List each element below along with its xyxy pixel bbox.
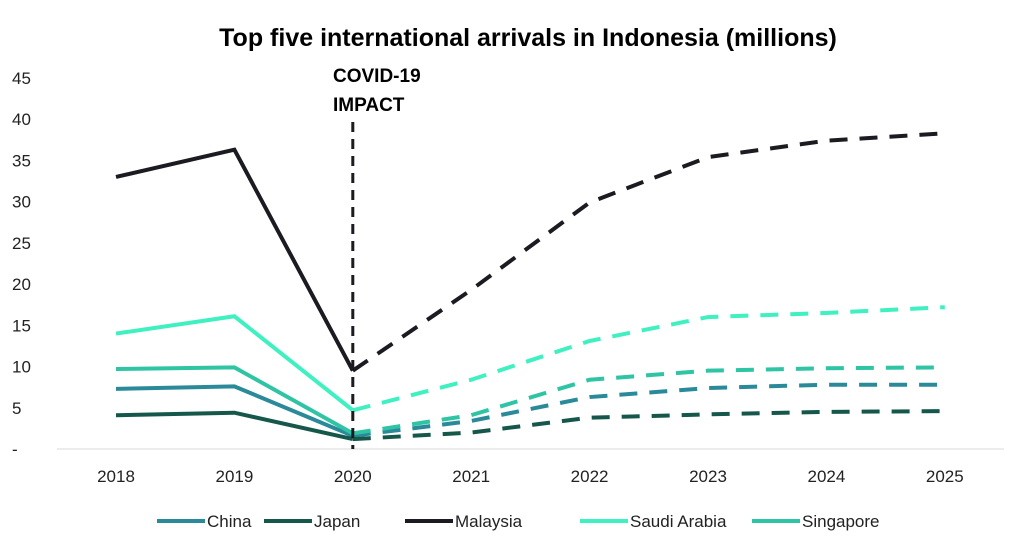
series-line-forecast-singapore	[352, 365, 945, 436]
series-line-actual-singapore	[115, 365, 354, 436]
series-line-forecast-japan	[352, 409, 945, 442]
x-tick-label: 2019	[215, 467, 253, 486]
y-tick-label: 30	[12, 193, 31, 212]
x-tick-label: 2018	[97, 467, 135, 486]
y-tick-label: 20	[12, 275, 31, 294]
y-tick-label: 10	[12, 358, 31, 377]
x-tick-label: 2025	[926, 467, 964, 486]
covid-annotation-line1: COVID-19	[333, 66, 421, 87]
series-line-actual-china	[115, 384, 354, 438]
x-tick-label: 2024	[807, 467, 845, 486]
legend-item: Japan	[264, 512, 360, 531]
y-tick-label: 5	[12, 399, 21, 418]
y-tick-label: 35	[12, 151, 31, 170]
legend-label: Saudi Arabia	[630, 512, 727, 531]
legend-label: China	[207, 512, 252, 531]
legend-label: Malaysia	[455, 512, 523, 531]
covid-annotation-line2: IMPACT	[333, 95, 405, 116]
y-tick-label: 40	[12, 110, 31, 129]
legend-item: China	[157, 512, 252, 531]
series-line-actual-japan	[115, 410, 354, 442]
series-line-forecast-malaysia	[351, 131, 945, 373]
x-tick-label: 2020	[334, 467, 372, 486]
legend-item: Saudi Arabia	[580, 512, 727, 531]
legend-item: Malaysia	[405, 512, 523, 531]
y-tick-label: -	[12, 440, 18, 459]
y-tick-label: 45	[12, 69, 31, 88]
x-tick-label: 2023	[689, 467, 727, 486]
x-tick-label: 2022	[571, 467, 609, 486]
chart-title: Top five international arrivals in Indon…	[219, 24, 837, 52]
legend-label: Singapore	[802, 512, 880, 531]
y-tick-label: 25	[12, 234, 31, 253]
legend-label: Japan	[314, 512, 360, 531]
x-tick-label: 2021	[452, 467, 490, 486]
series-line-forecast-saudi-arabia	[352, 305, 945, 413]
series-line-actual-malaysia	[115, 147, 355, 372]
legend-item: Singapore	[752, 512, 880, 531]
series-line-forecast-china	[352, 382, 945, 438]
y-tick-label: 15	[12, 316, 31, 335]
series-line-actual-saudi-arabia	[115, 314, 355, 412]
